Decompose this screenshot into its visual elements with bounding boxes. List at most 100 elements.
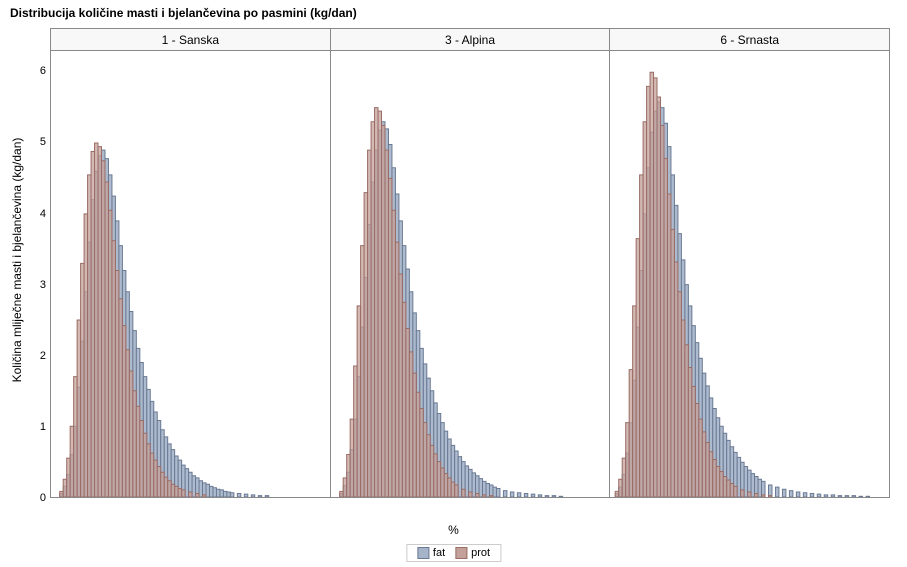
prot-bar (161, 472, 164, 497)
prot-bar (636, 239, 639, 497)
prot-bar (616, 491, 619, 497)
fat-bar (244, 494, 247, 497)
fat-bar (216, 489, 219, 497)
fat-bar (811, 493, 814, 497)
prot-bar (157, 467, 160, 497)
prot-bar (437, 462, 440, 497)
fat-bar (472, 473, 475, 497)
y-tick-label: 6 (22, 65, 46, 77)
prot-bar (769, 496, 772, 497)
prot-bar (353, 366, 356, 497)
y-tick-label: 1 (22, 421, 46, 433)
prot-bar (182, 490, 185, 497)
fat-bar (185, 469, 188, 497)
fat-bar (744, 467, 747, 497)
prot-bar (675, 262, 678, 497)
prot-bar (143, 433, 146, 497)
prot-bar (374, 108, 377, 497)
prot-bar (112, 241, 115, 497)
prot-bar (433, 454, 436, 497)
prot-bar (343, 478, 346, 497)
prot-bar (168, 481, 171, 497)
panels-row: 1 - Sanska0.00.10.20.33 - Alpina0.00.10.… (50, 28, 890, 498)
legend-label-prot: prot (471, 547, 490, 559)
prot-bar (703, 432, 706, 497)
prot-bar (685, 345, 688, 497)
legend-swatch-prot (455, 547, 467, 559)
prot-bar (154, 460, 157, 497)
prot-bar (661, 125, 664, 497)
fat-bar (510, 492, 513, 497)
legend-swatch-fat (417, 547, 429, 559)
prot-bar (388, 178, 391, 497)
prot-bar (147, 444, 150, 497)
prot-bar (650, 72, 653, 497)
prot-bar (378, 111, 381, 497)
prot-bar (409, 352, 412, 497)
panel-header: 6 - Srnasta (610, 29, 889, 51)
fat-bar (866, 496, 869, 497)
prot-bar (357, 306, 360, 497)
fat-bar (517, 493, 520, 497)
prot-bar (126, 350, 129, 497)
prot-bar (60, 491, 63, 497)
fat-bar (209, 486, 212, 497)
fat-bar (545, 496, 548, 497)
prot-bar (710, 452, 713, 497)
prot-bar (762, 495, 765, 497)
prot-bar (74, 377, 77, 497)
bars-svg (331, 51, 610, 497)
prot-bar (122, 326, 125, 497)
prot-bar (81, 263, 84, 497)
prot-bar (150, 453, 153, 497)
fat-bar (531, 494, 534, 497)
fat-bar (559, 496, 562, 497)
panel-body: 0.00.10.20.3 (51, 51, 330, 497)
fat-bar (486, 484, 489, 497)
prot-bar (720, 472, 723, 497)
prot-bar (440, 468, 443, 497)
fat-bar (223, 491, 226, 497)
prot-bar (360, 246, 363, 497)
fat-bar (199, 481, 202, 497)
prot-bar (717, 467, 720, 497)
prot-bar (98, 147, 101, 497)
prot-bar (696, 404, 699, 497)
prot-bar (133, 391, 136, 497)
prot-bar (406, 329, 409, 497)
prot-bar (727, 480, 730, 497)
prot-bar (668, 194, 671, 497)
prot-bar (88, 175, 91, 497)
prot-bar (129, 371, 132, 497)
y-tick-label: 4 (22, 208, 46, 220)
prot-bar (451, 482, 454, 497)
prot-bar (171, 484, 174, 497)
chart-title: Distribucija količine masti i bjelančevi… (10, 6, 357, 20)
y-tick-label: 3 (22, 279, 46, 291)
prot-bar (350, 419, 353, 497)
prot-bar (647, 86, 650, 497)
prot-bar (643, 122, 646, 497)
prot-bar (430, 445, 433, 497)
prot-bar (402, 302, 405, 497)
prot-bar (115, 270, 118, 497)
fat-bar (220, 490, 223, 497)
prot-bar (426, 435, 429, 497)
prot-bar (724, 476, 727, 497)
prot-bar (77, 320, 80, 497)
fat-bar (524, 493, 527, 497)
prot-bar (381, 125, 384, 497)
fat-bar (758, 479, 761, 497)
panel-body: 0.00.10.20.30.4 (610, 51, 889, 497)
fat-bar (458, 457, 461, 497)
prot-bar (178, 489, 181, 497)
prot-bar (385, 150, 388, 497)
prot-bar (95, 143, 98, 497)
prot-bar (419, 409, 422, 497)
prot-bar (623, 458, 626, 497)
panel-header: 1 - Sanska (51, 29, 330, 51)
fat-bar (465, 466, 468, 497)
prot-bar (164, 477, 167, 497)
fat-bar (804, 493, 807, 497)
fat-bar (790, 491, 793, 497)
